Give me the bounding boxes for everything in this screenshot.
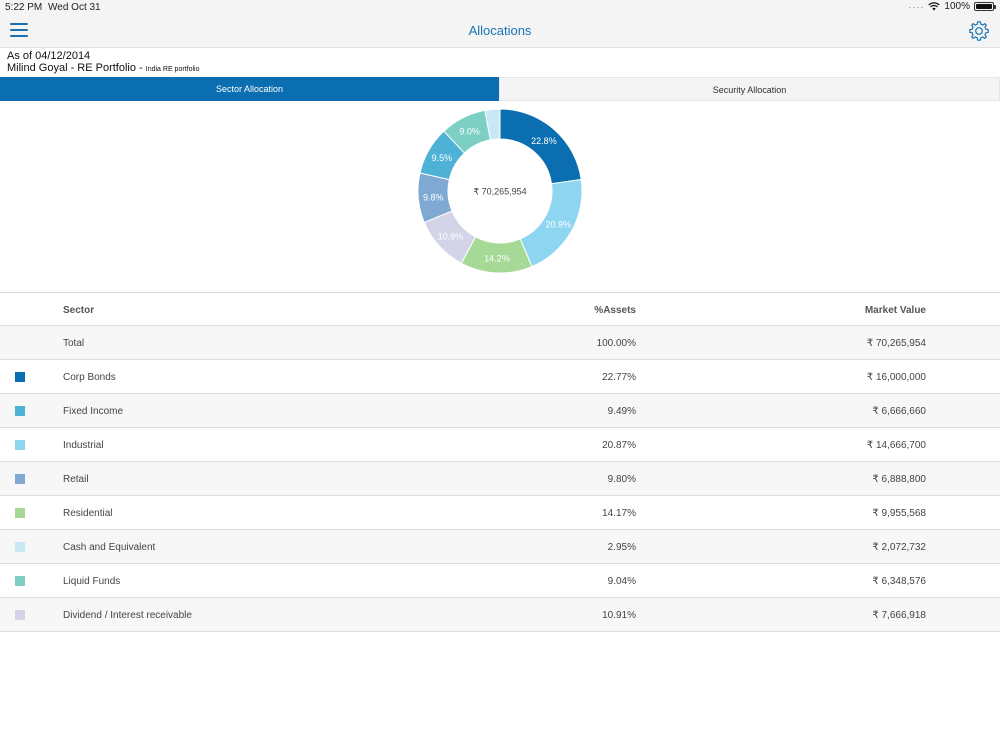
sector-market-value: ₹ 14,666,700 (866, 440, 926, 451)
sector-name: Fixed Income (63, 406, 124, 417)
status-date: Wed Oct 31 (48, 2, 101, 13)
table-row[interactable]: Dividend / Interest receivable 10.91% ₹ 7,… (0, 598, 1000, 632)
table-row[interactable]: Cash and Equivalent 2.95% ₹ 2,072,732 (0, 530, 1000, 564)
status-bar: 5:22 PM Wed Oct 31 ···· 100% (0, 0, 1000, 14)
legend-swatch (15, 474, 25, 484)
portfolio-subtitle: India RE portfolio (145, 66, 200, 73)
as-of-date: As of 04/12/2014 (7, 50, 91, 62)
sector-name: Industrial (63, 440, 104, 451)
sector-pct-assets: 2.95% (607, 542, 636, 553)
donut-slice-label: 22.8% (531, 136, 557, 146)
legend-swatch (15, 576, 25, 586)
sector-name: Liquid Funds (63, 576, 121, 587)
table-row-total: Total 100.00% ₹ 70,265,954 (0, 326, 1000, 360)
status-right: ···· 100% (908, 1, 996, 12)
page-title: Allocations (468, 23, 532, 38)
table-row[interactable]: Fixed Income 9.49% ₹ 6,666,660 (0, 394, 1000, 428)
legend-swatch (15, 406, 25, 416)
allocation-tabs: Sector Allocation Security Allocation (0, 77, 1000, 101)
portfolio-name: Milind Goyal - RE Portfolio - (7, 62, 146, 74)
sector-name: Corp Bonds (63, 372, 116, 383)
cellular-icon: ···· (908, 1, 925, 12)
status-time: 5:22 PM (5, 2, 43, 13)
donut-slice[interactable] (499, 108, 582, 185)
sector-name: Dividend / Interest receivable (63, 610, 192, 621)
sector-market-value: ₹ 6,888,800 (872, 474, 926, 485)
sector-pct-assets: 22.77% (602, 372, 636, 383)
header-assets: %Assets (594, 305, 636, 316)
header-sector: Sector (63, 305, 95, 316)
table-row[interactable]: Retail 9.80% ₹ 6,888,800 (0, 462, 1000, 496)
sector-donut-chart: 22.8% 20.9% 14.2% 10.9% 9.8% 9.5% 9.0% ₹ 70,265… (417, 108, 583, 274)
sector-pct-assets: 9.49% (607, 406, 636, 417)
donut-slice-label: 9.5% (432, 153, 453, 163)
navigation-bar: Allocations (0, 14, 1000, 48)
sector-market-value: ₹ 9,955,568 (872, 508, 926, 519)
sector-market-value: ₹ 16,000,000 (866, 372, 926, 383)
total-mv: ₹ 70,265,954 (866, 338, 926, 349)
wifi-icon (928, 2, 941, 11)
table-row[interactable]: Corp Bonds 22.77% ₹ 16,000,000 (0, 360, 1000, 394)
sector-market-value: ₹ 6,348,576 (872, 576, 926, 587)
table-header: Sector %Assets Market Value (0, 293, 1000, 326)
battery-icon (974, 2, 996, 11)
portfolio-title: Milind Goyal - RE Portfolio - India RE p… (7, 62, 199, 74)
legend-swatch (15, 440, 25, 450)
sector-market-value: ₹ 7,666,918 (872, 610, 926, 621)
legend-swatch (15, 542, 25, 552)
table-row[interactable]: Industrial 20.87% ₹ 14,666,700 (0, 428, 1000, 462)
menu-icon[interactable] (10, 23, 28, 37)
sector-name: Retail (63, 474, 89, 485)
donut-slice[interactable] (484, 108, 501, 141)
legend-swatch (15, 372, 25, 382)
tab-security-allocation[interactable]: Security Allocation (499, 77, 1000, 101)
legend-swatch (15, 610, 25, 620)
sector-market-value: ₹ 2,072,732 (872, 542, 926, 553)
table-row[interactable]: Liquid Funds 9.04% ₹ 6,348,576 (0, 564, 1000, 598)
sector-name: Residential (63, 508, 113, 519)
legend-swatch (15, 508, 25, 518)
donut-center-total: ₹ 70,265,954 (473, 187, 526, 197)
donut-slice-label: 9.0% (459, 127, 480, 137)
donut-slice-label: 20.9% (546, 220, 572, 230)
donut-slice-label: 14.2% (484, 253, 510, 263)
battery-percent: 100% (944, 1, 970, 12)
settings-gear-icon[interactable] (968, 20, 990, 42)
sector-pct-assets: 14.17% (602, 508, 636, 519)
sector-pct-assets: 9.80% (607, 474, 636, 485)
header-market-value: Market Value (864, 305, 926, 316)
total-label: Total (63, 338, 85, 349)
sector-pct-assets: 9.04% (607, 576, 636, 587)
donut-slice-label: 9.8% (423, 192, 444, 202)
tab-sector-allocation[interactable]: Sector Allocation (0, 77, 499, 101)
sector-market-value: ₹ 6,666,660 (872, 406, 926, 417)
table-row[interactable]: Residential 14.17% ₹ 9,955,568 (0, 496, 1000, 530)
sector-pct-assets: 20.87% (602, 440, 636, 451)
donut-slice-label: 10.9% (438, 232, 464, 242)
sector-name: Cash and Equivalent (63, 542, 156, 553)
sector-pct-assets: 10.91% (602, 610, 636, 621)
sector-allocation-table: Sector %Assets Market Value Total 100.00… (0, 292, 1000, 632)
total-pct: 100.00% (596, 338, 636, 349)
